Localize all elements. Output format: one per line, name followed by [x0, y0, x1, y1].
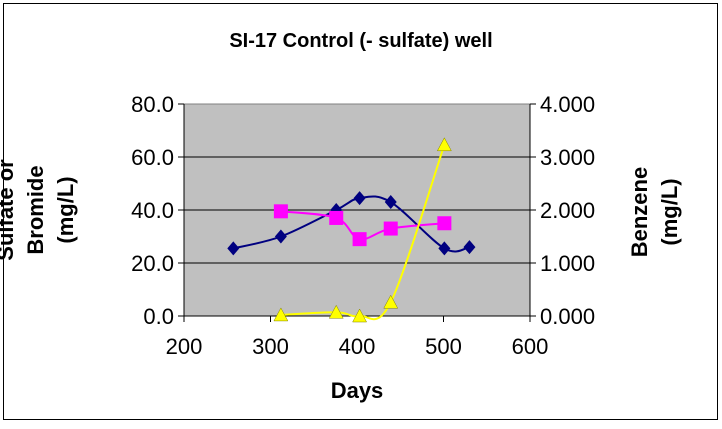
x-tick-label: 400 — [339, 334, 376, 359]
y2-axis-title-line: Benzene — [627, 167, 652, 257]
bromide-point — [273, 204, 288, 219]
sulfate-point — [274, 229, 287, 244]
sulfate-point — [227, 241, 240, 256]
y-tick-label: 40.0 — [131, 198, 174, 223]
marker-layer — [227, 137, 476, 323]
sulfate-point — [384, 195, 397, 210]
benzene-point — [352, 308, 368, 323]
x-tick-label: 500 — [425, 334, 462, 359]
y-tick-label: 20.0 — [131, 251, 174, 276]
axis-layer: 0.0 20.0 40.0 60.0 80.0 0.000 1.000 2.000 3.000 4… — [131, 92, 595, 359]
y-axis-title-line: Sulfate or — [0, 159, 18, 261]
x-tick-label: 600 — [512, 334, 549, 359]
benzene-line — [280, 144, 446, 321]
benzene-point — [273, 307, 289, 322]
y2-tick-label: 0.000 — [540, 304, 595, 329]
x-axis-title: Days — [331, 378, 384, 403]
benzene-point — [383, 294, 399, 309]
y2-tick-label: 4.000 — [540, 92, 595, 117]
bromide-point — [352, 232, 367, 247]
bromide-point — [329, 210, 344, 225]
y-tick-label: 0.0 — [143, 304, 174, 329]
benzene-point — [328, 304, 344, 319]
y2-axis-title-line: (mg/L) — [657, 178, 682, 245]
sulfate-point — [353, 191, 366, 206]
bromide-point — [383, 221, 398, 236]
bromide-point — [437, 216, 452, 231]
y-axis-title-line: (mg/L) — [53, 176, 78, 243]
y2-tick-label: 3.000 — [540, 145, 595, 170]
y2-tick-label: 2.000 — [540, 198, 595, 223]
y-axis-title-line: Bromide — [23, 165, 48, 254]
grid-layer — [184, 156, 530, 264]
y-axis-title: Sulfate or Bromide (mg/L) — [0, 159, 78, 261]
x-tick-label: 300 — [252, 334, 289, 359]
y2-tick-label: 1.000 — [540, 251, 595, 276]
x-tick-label: 200 — [166, 334, 203, 359]
y-tick-label: 60.0 — [131, 145, 174, 170]
chart-title: SI-17 Control (- sulfate) well — [229, 30, 492, 52]
y-tick-label: 80.0 — [131, 92, 174, 117]
benzene-point — [436, 137, 452, 152]
sulfate-point — [463, 240, 476, 255]
sulfate-point — [438, 241, 451, 256]
y2-axis-title: Benzene (mg/L) — [627, 167, 682, 257]
